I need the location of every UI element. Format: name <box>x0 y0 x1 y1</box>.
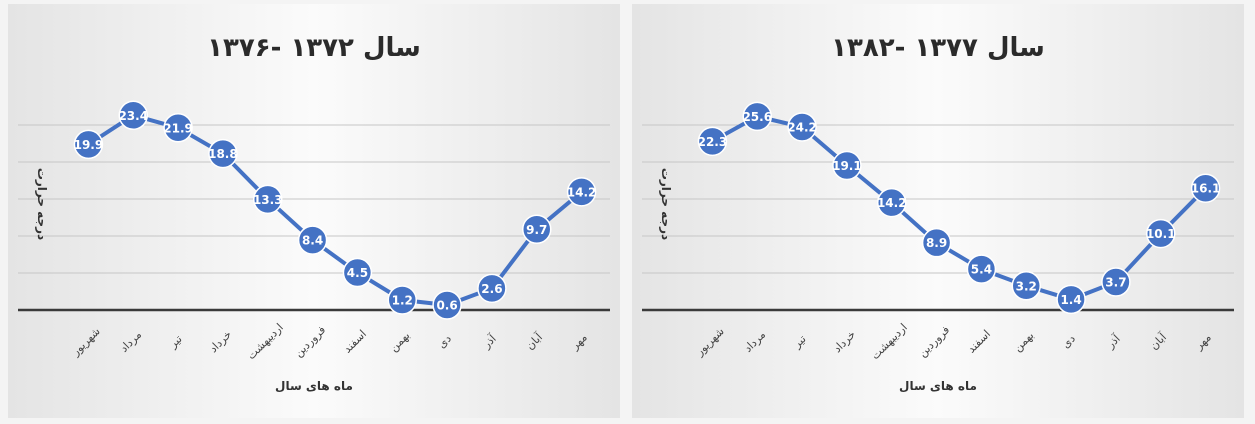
data-label: 18.8 <box>208 147 238 161</box>
data-label: 1.4 <box>1060 293 1081 307</box>
x-axis-title: ماه های سال <box>899 379 977 393</box>
data-label: 21.9 <box>163 121 193 135</box>
data-label: 19.9 <box>74 138 104 152</box>
data-label: 4.5 <box>347 266 368 280</box>
data-label: 5.4 <box>971 263 992 277</box>
data-label: 2.6 <box>481 282 502 296</box>
chart-title: سال ۱۳۷۷ -۱۳۸۲ <box>831 33 1045 63</box>
x-axis-title: ماه های سال <box>275 379 353 393</box>
y-axis-title: درجه حرارت <box>35 168 49 240</box>
data-label: 22.3 <box>698 135 728 149</box>
data-label: 3.2 <box>1016 279 1037 293</box>
data-label: 16.1 <box>1191 182 1221 196</box>
data-label: 25.6 <box>742 110 772 124</box>
data-label: 19.1 <box>832 159 862 173</box>
data-label: 0.6 <box>436 299 457 313</box>
chart-panel-1377-1382: سال ۱۳۷۷ -۱۳۸۲ ماه های سال درجه حرارت شه… <box>632 4 1244 418</box>
line-chart-1372-1376: سال ۱۳۷۲ -۱۳۷۶ ماه های سال درجه حرارت شه… <box>8 4 620 418</box>
data-label: 8.4 <box>302 234 323 248</box>
chart-title: سال ۱۳۷۲ -۱۳۷۶ <box>207 33 421 63</box>
data-label: 10.1 <box>1146 227 1176 241</box>
chart-panel-1372-1376: سال ۱۳۷۲ -۱۳۷۶ ماه های سال درجه حرارت شه… <box>8 4 620 418</box>
data-label: 3.7 <box>1105 276 1126 290</box>
data-label: 24.2 <box>787 120 817 134</box>
data-label: 14.2 <box>567 185 597 199</box>
data-label: 14.2 <box>877 196 907 210</box>
data-label: 9.7 <box>526 223 547 237</box>
chart-background <box>632 4 1244 418</box>
data-label: 1.2 <box>392 294 413 308</box>
data-label: 23.4 <box>118 109 148 123</box>
data-label: 8.9 <box>926 236 947 250</box>
data-label: 13.3 <box>253 193 283 207</box>
line-chart-1377-1382: سال ۱۳۷۷ -۱۳۸۲ ماه های سال درجه حرارت شه… <box>632 4 1244 418</box>
chart-background <box>8 4 620 418</box>
y-axis-title: درجه حرارت <box>659 168 673 240</box>
